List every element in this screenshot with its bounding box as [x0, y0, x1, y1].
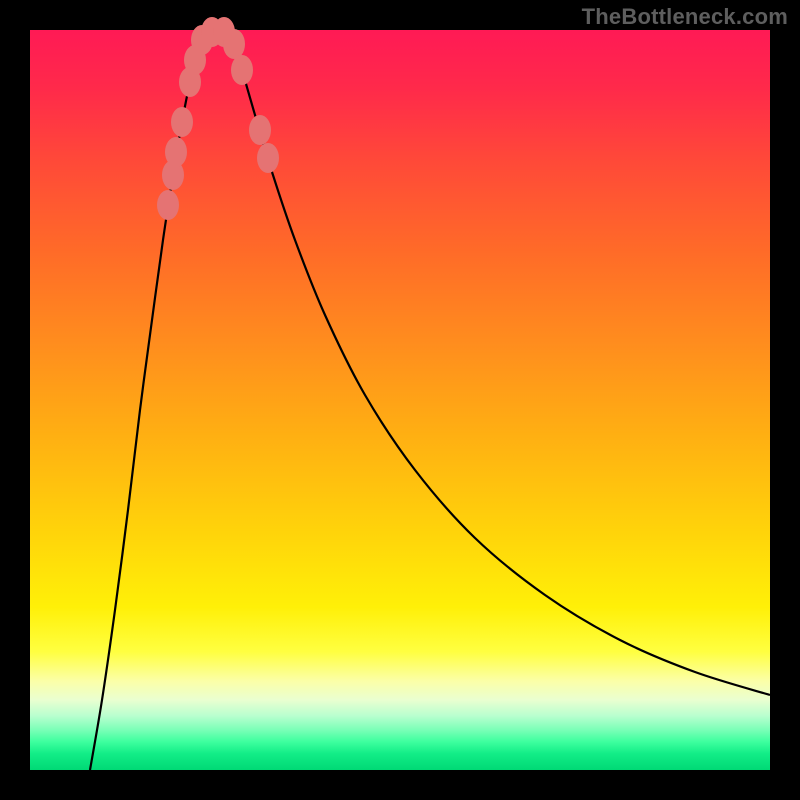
bottleneck-chart	[0, 0, 800, 800]
marker-right	[231, 55, 253, 85]
marker-right	[257, 143, 279, 173]
marker-right	[249, 115, 271, 145]
marker-right	[223, 29, 245, 59]
marker-left	[157, 190, 179, 220]
watermark-text: TheBottleneck.com	[582, 4, 788, 30]
chart-container: TheBottleneck.com	[0, 0, 800, 800]
marker-left	[171, 107, 193, 137]
marker-left	[165, 137, 187, 167]
